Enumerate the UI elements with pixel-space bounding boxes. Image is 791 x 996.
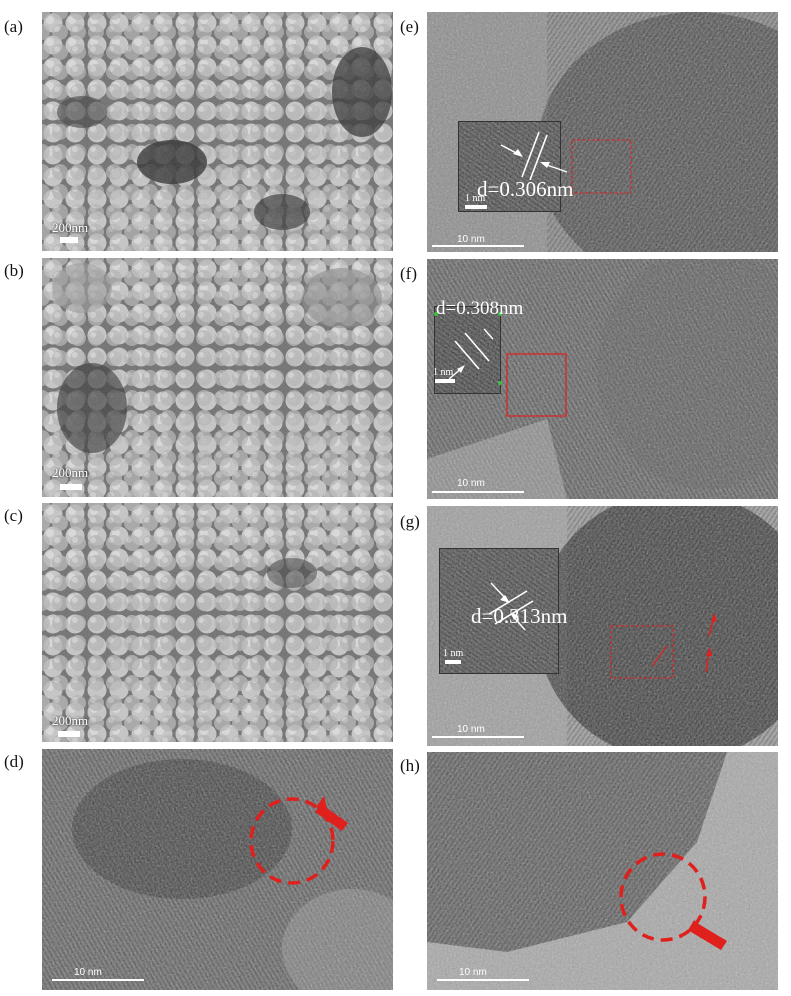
highlight-circle: [249, 797, 335, 885]
panel-label-d: (d): [4, 752, 24, 771]
scale-bar-label: 10 nm: [457, 234, 485, 245]
scale-bar-label: 200nm: [52, 713, 89, 728]
inset-image: [439, 548, 559, 674]
inset-image: [434, 306, 501, 394]
tem-image-d: 10 nm: [42, 749, 393, 990]
d-spacing-label: d=0.313nm: [471, 604, 568, 628]
selection-box: [571, 139, 632, 194]
tem-texture: [427, 506, 778, 746]
inset-texture: [459, 122, 560, 211]
sem-image-c: 200nm: [42, 503, 393, 742]
tem-texture: [42, 749, 393, 990]
tem-image-f: d=0.308nm 1 nm 10 nm: [427, 259, 778, 499]
scale-bar-label: 10 nm: [457, 724, 485, 735]
tem-texture: [427, 12, 778, 252]
selection-box: [610, 625, 674, 679]
tem-texture: [427, 752, 778, 990]
lattice-annotation: [434, 312, 502, 385]
inset-texture: [435, 307, 500, 393]
scale-bar: [60, 237, 78, 243]
scale-bar-label: 200nm: [52, 465, 89, 480]
arrow-shaft: [315, 804, 348, 831]
inset-scale-bar: [435, 379, 455, 383]
tem-image-g: d=0.313nm 1 nm 10 nm: [427, 506, 778, 746]
sem-image-a: 200nm: [42, 12, 393, 251]
panel-label-f: (f): [400, 264, 417, 283]
lattice-annotation: [500, 131, 568, 181]
inset-scale-label: 1 nm: [465, 193, 486, 204]
inset-image: [458, 121, 561, 212]
d-spacing-label: d=0.306nm: [477, 177, 574, 201]
sem-texture: [42, 12, 393, 251]
arrow-shaft: [691, 923, 727, 950]
panel-label-a: (a): [4, 17, 23, 36]
scale-bar: [52, 979, 144, 981]
d-spacing-label: d=0.308nm: [436, 298, 524, 319]
panel-label-e: (e): [400, 17, 419, 36]
inset-scale-label: 1 nm: [433, 367, 454, 378]
sem-texture: [42, 258, 393, 497]
scale-bar-label: 10 nm: [459, 967, 487, 978]
sem-image-b: 200nm: [42, 258, 393, 497]
scale-bar: [432, 245, 524, 247]
scale-bar: [432, 491, 524, 493]
lattice-annotation: [488, 582, 534, 631]
scale-bar: [58, 731, 80, 737]
highlight-circle: [619, 852, 707, 942]
scale-bar-label: 10 nm: [74, 967, 102, 978]
inset-texture: [440, 549, 558, 673]
scale-bar: [437, 979, 529, 981]
sem-texture: [42, 503, 393, 742]
selection-box: [506, 353, 567, 417]
tem-image-e: d=0.306nm 1 nm 10 nm: [427, 12, 778, 252]
panel-label-g: (g): [400, 512, 420, 531]
inset-scale-bar: [465, 205, 487, 209]
inset-scale-label: 1 nm: [443, 648, 464, 659]
panel-label-c: (c): [4, 506, 23, 525]
inset-scale-bar: [445, 660, 461, 664]
panel-label-b: (b): [4, 261, 24, 280]
scale-bar-label: 10 nm: [457, 478, 485, 489]
scale-bar: [60, 484, 82, 490]
scale-bar-label: 200nm: [52, 220, 89, 235]
panel-label-h: (h): [400, 756, 420, 775]
tem-image-h: 10 nm: [427, 752, 778, 990]
scale-bar: [432, 736, 524, 738]
